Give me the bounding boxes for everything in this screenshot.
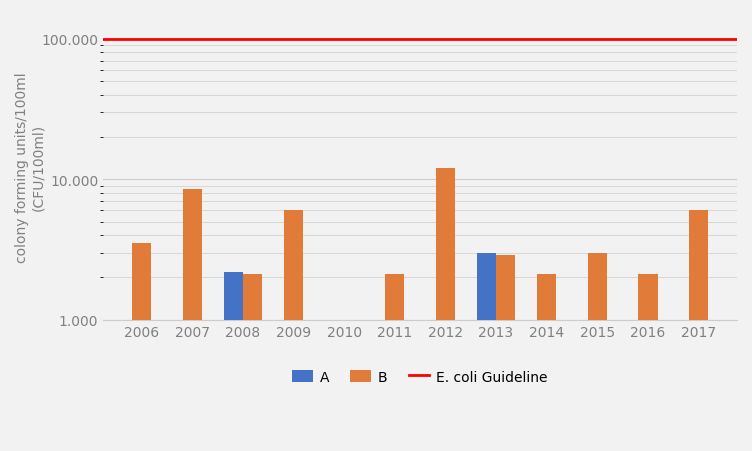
Bar (638, 275, 657, 451)
Bar (587, 253, 607, 451)
Bar (132, 244, 151, 451)
Bar (496, 255, 515, 451)
Bar (183, 190, 202, 451)
Legend: A, B, E. coli Guideline: A, B, E. coli Guideline (287, 364, 553, 389)
Bar (223, 272, 243, 451)
Bar (385, 275, 405, 451)
Bar (243, 275, 262, 451)
Bar (537, 275, 556, 451)
Bar (284, 211, 303, 451)
Bar (435, 169, 455, 451)
Y-axis label: colony forming units/100ml
(CFU/100ml): colony forming units/100ml (CFU/100ml) (15, 73, 45, 262)
Bar (689, 211, 708, 451)
Bar (477, 253, 496, 451)
